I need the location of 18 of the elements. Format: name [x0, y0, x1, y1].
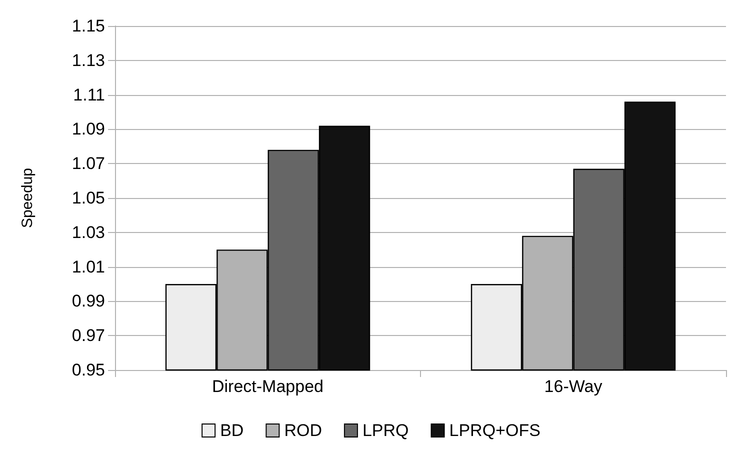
y-tick-label: 1.09: [72, 120, 105, 139]
legend-label: LPRQ+OFS: [449, 421, 540, 440]
legend-label: LPRQ: [362, 421, 409, 440]
x-tick-label: Direct-Mapped: [212, 377, 324, 396]
y-tick-label: 1.03: [72, 222, 105, 242]
y-tick-label: 1.05: [72, 188, 105, 208]
y-tick-label: 0.99: [72, 292, 105, 311]
y-tick-label: 1.07: [72, 154, 105, 174]
y-tick-label: 1.15: [72, 16, 105, 36]
y-tick-label: 1.01: [72, 257, 105, 276]
legend-label: ROD: [284, 421, 322, 440]
y-tick-label: 0.97: [72, 326, 105, 346]
y-tick-label: 1.13: [72, 50, 105, 70]
y-tick-label: 1.11: [73, 85, 105, 104]
y-tick-label: 0.95: [72, 360, 105, 380]
legend-label: BD: [220, 421, 244, 440]
y-axis-title: Speedup: [19, 168, 36, 228]
x-tick-label: 16-Way: [544, 377, 603, 396]
